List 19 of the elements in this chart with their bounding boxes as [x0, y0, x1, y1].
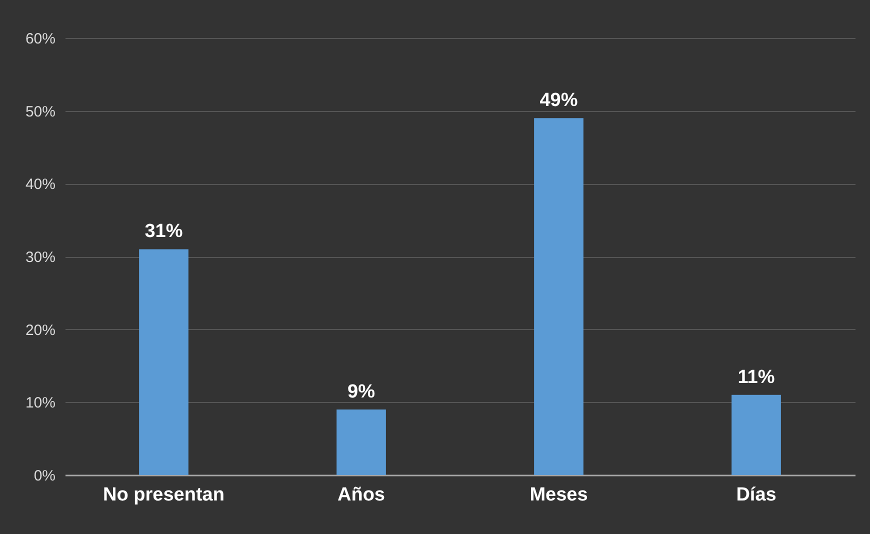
x-tick-label: No presentan — [103, 484, 224, 506]
bar — [336, 409, 386, 475]
y-tick-label: 60% — [25, 30, 56, 48]
y-tick-label: 0% — [34, 468, 56, 484]
data-label: 9% — [348, 381, 376, 402]
data-label: 49% — [540, 90, 578, 112]
y-tick-label: 40% — [25, 176, 56, 194]
x-tick-label: Años — [338, 484, 385, 506]
y-tick-label: 20% — [25, 322, 56, 339]
data-label: 11% — [738, 366, 775, 388]
y-tick-label: 10% — [25, 394, 56, 412]
bar — [139, 249, 188, 475]
data-label: 31% — [144, 221, 183, 242]
y-tick-label: 30% — [25, 249, 56, 266]
y-tick-label: 50% — [25, 103, 56, 120]
bar — [732, 394, 781, 475]
bar — [534, 118, 584, 475]
x-tick-label: Meses — [530, 484, 588, 506]
x-tick-label: Días — [736, 484, 776, 506]
